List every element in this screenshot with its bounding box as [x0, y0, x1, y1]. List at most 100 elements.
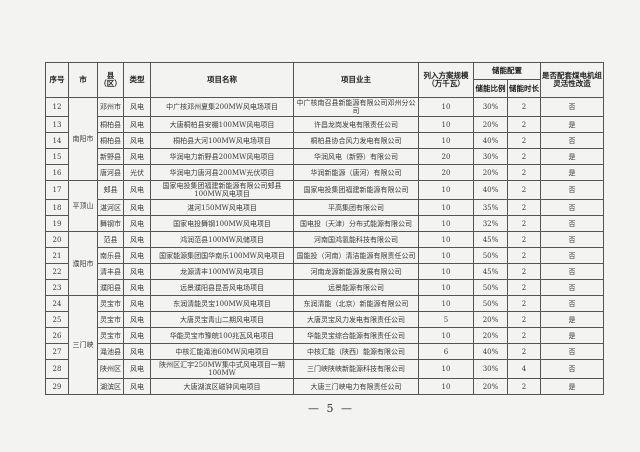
cell-seq: 19	[45, 215, 69, 232]
header-county: 县（区）	[97, 62, 124, 98]
cell-seq: 17	[45, 180, 69, 200]
cell-scale: 10	[418, 231, 474, 248]
cell-seq: 21	[45, 247, 69, 264]
cell-duration: 2	[507, 231, 541, 248]
cell-ratio: 50%	[473, 279, 508, 296]
cell-coal: 否	[540, 132, 604, 149]
cell-scale: 10	[418, 247, 474, 264]
cell-owner: 桐柏县协合风力发电有限公司	[293, 132, 419, 149]
cell-city: 三门峡	[68, 295, 98, 395]
cell-duration: 2	[507, 180, 541, 200]
cell-county: 桐柏县	[97, 116, 124, 133]
cell-type: 风电	[123, 132, 151, 149]
table-row: 26 灵宝市 风电 华能灵宝市豫皖100兆瓦风电项目 华能灵宝综合能源有限责任公司 10 2…	[45, 327, 604, 344]
cell-coal: 是	[540, 148, 604, 165]
cell-owner: 国电投（天津）分布式能源有限公司	[293, 215, 419, 232]
cell-ratio: 50%	[473, 247, 508, 264]
header-city: 市	[68, 62, 98, 98]
cell-seq: 24	[45, 295, 69, 312]
cell-county: 灵宝市	[97, 327, 124, 344]
cell-owner: 中广核南召县新能源有限公司邓州分公司	[293, 97, 419, 117]
cell-ratio: 20%	[473, 116, 508, 133]
cell-owner: 华能灵宝综合能源有限责任公司	[293, 327, 419, 344]
cell-project: 中核汇能渑池60MW风电项目	[150, 343, 294, 360]
cell-type: 风电	[123, 116, 151, 133]
cell-scale: 10	[418, 97, 474, 117]
cell-scale: 10	[418, 279, 474, 296]
cell-type: 风电	[123, 199, 151, 216]
cell-scale: 5	[418, 311, 474, 328]
cell-project: 东润清能灵宝100MW风电项目	[150, 295, 294, 312]
cell-type: 光伏	[123, 164, 151, 181]
cell-duration: 2	[507, 343, 541, 360]
cell-seq: 16	[45, 164, 69, 181]
cell-scale: 10	[418, 378, 474, 395]
cell-ratio: 30%	[473, 148, 508, 165]
cell-owner: 许昌龙岗发电有限责任公司	[293, 116, 419, 133]
cell-duration: 2	[507, 116, 541, 133]
cell-coal: 否	[540, 180, 604, 200]
header-coal: 是否配套煤电机组灵活性改造	[540, 62, 604, 98]
cell-ratio: 20%	[473, 164, 508, 181]
cell-project: 鸿润范县100MW风储项目	[150, 231, 294, 248]
cell-ratio: 32%	[473, 215, 508, 232]
cell-coal: 否	[540, 343, 604, 360]
cell-scale: 10	[418, 263, 474, 280]
cell-owner: 河南国鸿氢能科技有限公司	[293, 231, 419, 248]
cell-project: 国家电投集团福建新能源有限公司郏县100MW风电项目	[150, 180, 294, 200]
cell-owner: 华润风电（新野）有限公司	[293, 148, 419, 165]
cell-coal: 否	[540, 295, 604, 312]
cell-coal: 否	[540, 247, 604, 264]
cell-coal: 否	[540, 97, 604, 117]
cell-type: 风电	[123, 359, 151, 379]
cell-duration: 2	[507, 279, 541, 296]
cell-duration: 2	[507, 97, 541, 117]
cell-county: 灵宝市	[97, 311, 124, 328]
cell-city: 南阳市	[68, 97, 98, 181]
cell-scale: 6	[418, 343, 474, 360]
cell-scale: 10	[418, 180, 474, 200]
cell-coal: 否	[540, 279, 604, 296]
cell-ratio: 40%	[473, 343, 508, 360]
cell-county: 新野县	[97, 148, 124, 165]
cell-project: 桐柏县大河100MW风电场项目	[150, 132, 294, 149]
cell-seq: 23	[45, 279, 69, 296]
cell-scale: 20	[418, 164, 474, 181]
cell-county: 桐柏县	[97, 132, 124, 149]
cell-owner: 国能投（河南）清洁能源有限责任公司	[293, 247, 419, 264]
cell-type: 风电	[123, 215, 151, 232]
cell-duration: 2	[507, 247, 541, 264]
header-ratio: 储能比例	[473, 79, 508, 98]
cell-county: 舞钢市	[97, 215, 124, 232]
cell-project: 湛河150MW风电项目	[150, 199, 294, 216]
header-seq: 序号	[45, 62, 69, 98]
cell-project: 远景濮阳县昆吾风电场项目	[150, 279, 294, 296]
table-row: 28 陕州区 风电 陕州区汇宇250MW集中式风电项目一期100MW 三门峡陕峡新能源科…	[45, 359, 604, 379]
table-row: 14 桐柏县 风电 桐柏县大河100MW风电场项目 桐柏县协合风力发电有限公司 10 40%…	[45, 132, 604, 149]
cell-seq: 27	[45, 343, 69, 360]
cell-duration: 2	[507, 263, 541, 280]
cell-duration: 2	[507, 378, 541, 395]
cell-ratio: 40%	[473, 132, 508, 149]
table-row: 27 渑池县 风电 中核汇能渑池60MW风电项目 中核汇能（陕西）能源有限公司 6 40% 2…	[45, 343, 604, 360]
cell-scale: 10	[418, 295, 474, 312]
cell-type: 风电	[123, 231, 151, 248]
cell-seq: 12	[45, 97, 69, 117]
cell-type: 风电	[123, 327, 151, 344]
table-row: 23 濮阳县 风电 远景濮阳县昆吾风电场项目 远景能源有限公司 10 50% 2 否	[45, 279, 604, 296]
cell-seq: 22	[45, 263, 69, 280]
cell-coal: 否	[540, 359, 604, 379]
page-number: — 5 —	[308, 402, 354, 415]
cell-coal: 是	[540, 164, 604, 181]
cell-seq: 26	[45, 327, 69, 344]
cell-project: 大唐灵宝青山二期风电项目	[150, 311, 294, 328]
table-row: 24 三门峡 灵宝市 风电 东润清能灵宝100MW风电项目 东润清能（北京）新能源有限公司…	[45, 295, 604, 395]
cell-county: 渑池县	[97, 343, 124, 360]
cell-seq: 29	[45, 378, 69, 395]
cell-ratio: 20%	[473, 327, 508, 344]
cell-owner: 东润清能（北京）新能源有限公司	[293, 295, 419, 312]
cell-duration: 2	[507, 327, 541, 344]
cell-coal: 是	[540, 378, 604, 395]
cell-duration: 2	[507, 199, 541, 216]
cell-type: 风电	[123, 148, 151, 165]
